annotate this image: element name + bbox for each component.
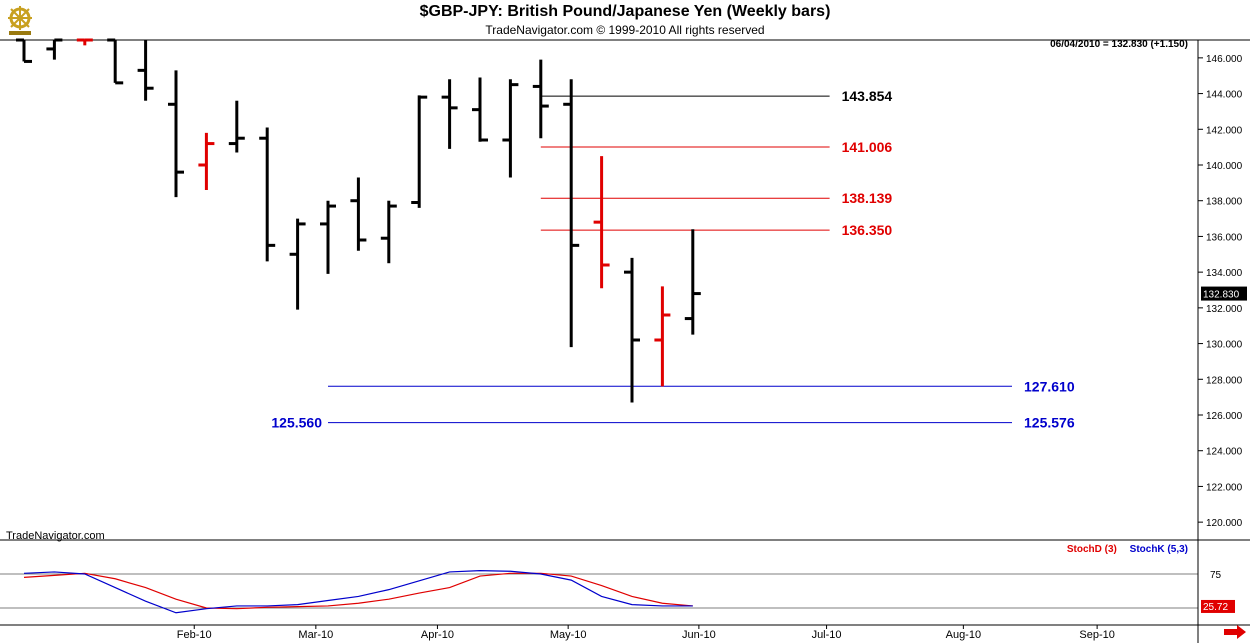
date-tick-label: Jul-10 (812, 629, 842, 641)
ohlc-bar (502, 79, 519, 178)
ohlc-bar (228, 100, 245, 153)
fibonacci-levels: 143.854 141.006 138.139 136.350 127.610 125.5… (271, 88, 1074, 430)
date-axis: Feb-10 Mar-10 Apr-10 May-10 Jun-10 Jul-10 Aug-… (177, 625, 1115, 641)
copyright-subtitle: TradeNavigator.com © 1999-2010 All right… (485, 23, 765, 37)
legend-stoch-k: StochK (5,3) (1129, 544, 1188, 555)
price-axis: 120.000 122.000 124.000 126.000 128.000 130.0… (1198, 54, 1247, 529)
watermark: TradeNavigator.com (6, 530, 105, 542)
price-tick-label: 124.000 (1206, 447, 1243, 458)
ohlc-bar (168, 70, 184, 198)
level-label: 127.610 (1024, 378, 1075, 394)
stoch-tick-label: 75 (1210, 570, 1222, 581)
price-tick-label: 126.000 (1206, 411, 1243, 422)
last-price-box (1201, 286, 1247, 301)
ohlc-bar (411, 95, 428, 208)
stoch-series-line (23, 569, 693, 614)
legend-stoch-d: StochD (3) (1066, 544, 1117, 555)
ohlc-bar (289, 218, 306, 310)
scroll-right-arrow-icon[interactable] (1224, 625, 1246, 639)
date-tick-label: May-10 (550, 629, 587, 641)
date-tick-label: Aug-10 (946, 629, 981, 641)
ohlc-bar (654, 286, 671, 387)
ohlc-bar (532, 59, 549, 139)
price-tick-label: 140.000 (1206, 161, 1243, 172)
ohlc-bar (320, 200, 336, 274)
price-tick-label: 128.000 (1206, 375, 1243, 386)
price-tick-label: 134.000 (1206, 268, 1243, 279)
level-label: 125.576 (1024, 415, 1075, 431)
price-tick-label: 144.000 (1206, 90, 1243, 101)
stochastic-legend: StochD (3) StochK (5,3) (1067, 544, 1188, 555)
ohlc-bar (563, 79, 580, 348)
last-quote: 06/04/2010 = 132.830 (+1.150) (1050, 39, 1188, 50)
ohlc-bar (107, 38, 124, 85)
ohlc-bar (16, 38, 32, 63)
stoch-last-box (1201, 599, 1235, 613)
stochastic-panel: 75 25.72 (0, 569, 1235, 614)
ohlc-bar (350, 177, 367, 251)
chart-title: $GBP-JPY: British Pound/Japanese Yen (We… (419, 3, 831, 20)
ohlc-bar (380, 200, 397, 264)
price-bars (16, 38, 701, 403)
ohlc-bar (472, 77, 488, 142)
price-tick-label: 130.000 (1206, 340, 1243, 351)
ohlc-bar (259, 127, 276, 262)
ohlc-bar (441, 79, 458, 149)
price-tick-label: 120.000 (1206, 518, 1243, 529)
price-tick-label: 146.000 (1206, 54, 1243, 65)
ohlc-bar (198, 132, 215, 190)
price-tick-label: 132.000 (1206, 304, 1243, 315)
stoch-series-line (23, 572, 693, 610)
chart-frame (0, 39, 1250, 643)
level-label: 143.854 (842, 88, 893, 104)
ohlc-bar (46, 38, 63, 60)
date-tick-label: Jun-10 (682, 629, 716, 641)
level-label: 138.139 (842, 190, 893, 206)
level-label: 136.350 (842, 222, 893, 238)
stoch-last-label: 25.72 (1203, 602, 1228, 613)
ohlc-bar (684, 229, 701, 335)
ohlc-bar (137, 40, 154, 101)
price-tick-label: 136.000 (1206, 232, 1243, 243)
level-label: 141.006 (842, 139, 893, 155)
ohlc-bar (593, 156, 610, 289)
price-tick-label: 142.000 (1206, 125, 1243, 136)
price-tick-label: 122.000 (1206, 482, 1243, 493)
level-left-label: 125.560 (271, 415, 322, 431)
ohlc-bar (76, 38, 93, 46)
ship-wheel-icon (3, 3, 37, 37)
date-tick-label: Sep-10 (1079, 629, 1114, 641)
date-tick-label: Feb-10 (177, 629, 212, 641)
last-price-label: 132.830 (1203, 290, 1240, 301)
date-tick-label: Mar-10 (298, 629, 333, 641)
price-tick-label: 138.000 (1206, 197, 1243, 208)
ohlc-bar (624, 257, 640, 403)
date-tick-label: Apr-10 (421, 629, 454, 641)
